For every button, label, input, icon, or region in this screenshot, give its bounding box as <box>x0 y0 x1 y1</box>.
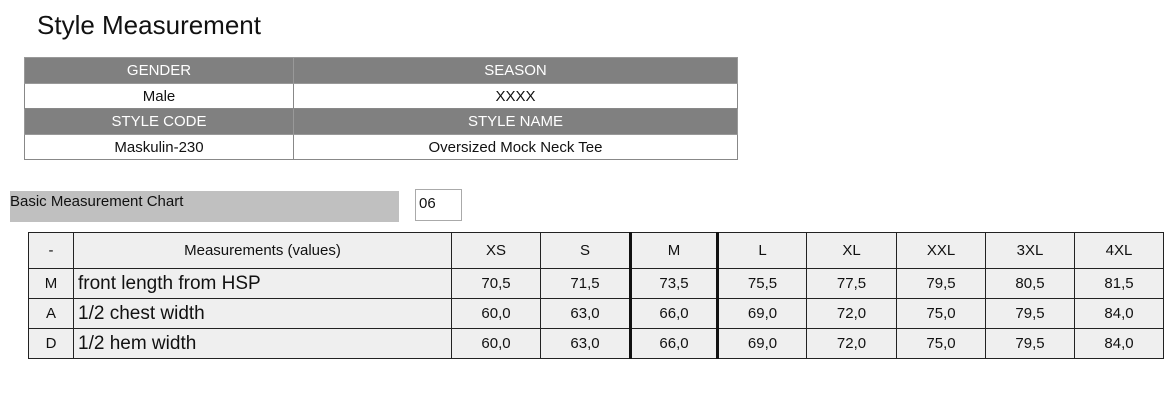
size-value: 77,5 <box>806 268 897 299</box>
table-row: D 1/2 hem width 60,0 63,0 66,0 69,0 72,0 75,0 79… <box>28 328 1164 359</box>
size-value: 75,0 <box>896 328 986 359</box>
size-value: 70,5 <box>451 268 541 299</box>
season-header: SEASON <box>293 57 738 84</box>
measurement-name: front length from HSP <box>73 268 452 299</box>
chart-code-field: 06 <box>415 189 462 221</box>
column-header: - <box>28 232 74 269</box>
column-header: XS <box>451 232 541 269</box>
size-value: 79,5 <box>896 268 986 299</box>
table-row: A 1/2 chest width 60,0 63,0 66,0 69,0 72,0 75,0… <box>28 298 1164 329</box>
page-title: Style Measurement <box>37 10 261 40</box>
column-header: S <box>540 232 631 269</box>
column-header: 3XL <box>985 232 1075 269</box>
size-value: 73,5 <box>629 268 718 299</box>
size-value: 66,0 <box>629 328 718 359</box>
season-value: XXXX <box>293 83 738 109</box>
measurement-name: 1/2 hem width <box>73 328 452 359</box>
measurement-name: 1/2 chest width <box>73 298 452 329</box>
size-value: 63,0 <box>540 298 631 329</box>
row-code: M <box>28 268 74 299</box>
column-header: M <box>629 232 718 269</box>
size-value: 71,5 <box>540 268 631 299</box>
row-code: D <box>28 328 74 359</box>
column-header: Measurements (values) <box>73 232 452 269</box>
size-value: 72,0 <box>806 328 897 359</box>
gender-header: GENDER <box>24 57 294 84</box>
style-name-header: STYLE NAME <box>293 108 738 135</box>
size-value: 80,5 <box>985 268 1075 299</box>
size-value: 75,0 <box>896 298 986 329</box>
size-value: 79,5 <box>985 328 1075 359</box>
size-value: 63,0 <box>540 328 631 359</box>
size-value: 69,0 <box>716 298 807 329</box>
style-name-value: Oversized Mock Neck Tee <box>293 134 738 160</box>
size-value: 69,0 <box>716 328 807 359</box>
size-value: 84,0 <box>1074 328 1164 359</box>
column-header: L <box>716 232 807 269</box>
size-value: 72,0 <box>806 298 897 329</box>
size-value: 81,5 <box>1074 268 1164 299</box>
size-value: 60,0 <box>451 298 541 329</box>
style-code-value: Maskulin-230 <box>24 134 294 160</box>
size-value: 66,0 <box>629 298 718 329</box>
size-value: 84,0 <box>1074 298 1164 329</box>
header-row: - Measurements (values) XS S M L XL XXL 3XL 4XL <box>28 232 1164 269</box>
gender-value: Male <box>24 83 294 109</box>
column-header: XL <box>806 232 897 269</box>
column-header: XXL <box>896 232 986 269</box>
row-code: A <box>28 298 74 329</box>
size-value: 75,5 <box>716 268 807 299</box>
column-header: 4XL <box>1074 232 1164 269</box>
style-info-table: GENDER SEASON Male XXXX STYLE CODE STYLE NA… <box>24 57 738 160</box>
style-code-header: STYLE CODE <box>24 108 294 135</box>
chart-label: Basic Measurement Chart <box>10 191 399 222</box>
size-value: 60,0 <box>451 328 541 359</box>
size-value: 79,5 <box>985 298 1075 329</box>
